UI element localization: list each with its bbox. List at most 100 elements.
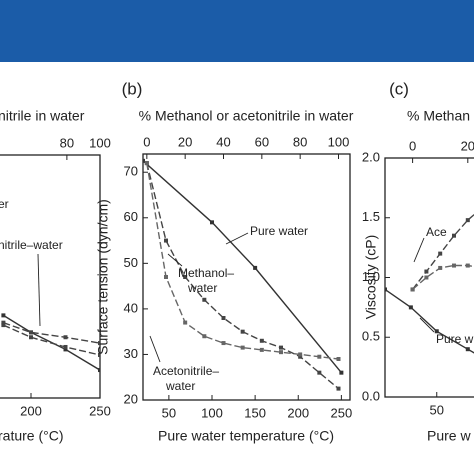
data-point bbox=[183, 275, 188, 279]
data-point bbox=[336, 357, 341, 361]
data-point bbox=[465, 218, 470, 223]
header-bar bbox=[0, 0, 474, 62]
data-point bbox=[424, 269, 429, 274]
series bbox=[1, 323, 100, 357]
data-point bbox=[164, 275, 168, 279]
x2-tick-label: 0 bbox=[409, 138, 416, 153]
data-point bbox=[183, 320, 188, 325]
data-point bbox=[408, 305, 413, 310]
series-line bbox=[143, 160, 342, 374]
x2-tick-label: 60 bbox=[255, 134, 269, 149]
annotation: er bbox=[0, 197, 9, 211]
top-axis-title: % Methan bbox=[407, 108, 470, 124]
series bbox=[143, 158, 344, 375]
data-point bbox=[29, 335, 33, 340]
x-tick-label: 250 bbox=[89, 403, 111, 418]
data-point bbox=[438, 251, 443, 256]
leader-line bbox=[37, 253, 41, 327]
series-line bbox=[3, 324, 100, 356]
plot-frame bbox=[142, 153, 351, 401]
series bbox=[144, 161, 341, 361]
x-axis-label: rature (°C) bbox=[0, 428, 64, 444]
y-tick-label: 0.5 bbox=[362, 329, 380, 344]
y-tick-label: 30 bbox=[124, 346, 138, 361]
x2-tick-label: 80 bbox=[293, 134, 307, 149]
series bbox=[410, 263, 474, 292]
y-axis-label: Viscosity (cP) bbox=[363, 235, 379, 320]
top-axis-title: % Methanol or acetonitrile in water bbox=[139, 108, 354, 124]
series-line bbox=[3, 322, 100, 344]
data-point bbox=[452, 263, 456, 268]
data-point bbox=[240, 345, 245, 350]
series bbox=[1, 320, 100, 346]
y-tick-label: 40 bbox=[124, 300, 138, 315]
data-point bbox=[385, 287, 387, 292]
annotation: water bbox=[187, 281, 217, 295]
x-tick-label: 50 bbox=[430, 402, 444, 417]
x-tick-label: 100 bbox=[201, 405, 223, 420]
y-tick-label: 20 bbox=[124, 391, 138, 406]
x2-tick-label: 80 bbox=[60, 135, 74, 150]
leader-line bbox=[419, 317, 435, 333]
data-point bbox=[279, 345, 283, 350]
x2-tick-label: 100 bbox=[328, 134, 350, 149]
annotation: Pure w bbox=[436, 332, 474, 346]
annotation: nitrile–water bbox=[0, 238, 63, 252]
x2-tick-label: 40 bbox=[216, 134, 230, 149]
data-point bbox=[240, 329, 245, 334]
series-line bbox=[3, 314, 100, 371]
data-point bbox=[221, 316, 226, 320]
data-point bbox=[143, 158, 145, 163]
leader-line bbox=[167, 253, 183, 267]
data-point bbox=[259, 338, 264, 343]
y-tick-label: 2.0 bbox=[362, 149, 380, 164]
data-point bbox=[438, 265, 443, 270]
data-point bbox=[424, 275, 429, 280]
annotation: Ace bbox=[426, 225, 447, 239]
y-tick-label: 70 bbox=[124, 164, 138, 179]
data-point bbox=[1, 313, 6, 318]
y-tick-label: 1.5 bbox=[362, 209, 380, 224]
x-tick-label: 50 bbox=[162, 405, 176, 420]
x-tick-label: 200 bbox=[287, 405, 309, 420]
series-line bbox=[385, 288, 474, 354]
annotation: Pure water bbox=[250, 224, 308, 238]
x-tick-label: 200 bbox=[20, 403, 42, 418]
leader-line bbox=[413, 237, 425, 263]
data-point bbox=[63, 347, 68, 352]
annotation: water bbox=[165, 379, 195, 393]
x2-tick-label: 100 bbox=[89, 135, 111, 150]
data-point bbox=[317, 370, 322, 375]
annotation: Acetonitrile– bbox=[153, 364, 219, 378]
data-point bbox=[144, 161, 149, 166]
y-tick-label: 50 bbox=[124, 255, 138, 270]
series bbox=[144, 161, 341, 391]
data-point bbox=[210, 220, 214, 225]
x2-tick-label: 20 bbox=[178, 134, 192, 149]
data-point bbox=[98, 341, 100, 346]
y-tick-label: 1.0 bbox=[362, 269, 380, 284]
top-axis-title: nitrile in water bbox=[0, 108, 85, 124]
data-point bbox=[259, 347, 264, 352]
data-point bbox=[279, 350, 283, 355]
data-point bbox=[339, 370, 344, 375]
x-axis-label: Pure w bbox=[427, 428, 471, 444]
plot-frame bbox=[0, 154, 101, 399]
data-point bbox=[298, 354, 303, 359]
plot-frame bbox=[384, 157, 474, 398]
data-point bbox=[63, 344, 68, 349]
data-point bbox=[98, 368, 100, 373]
data-point bbox=[98, 352, 100, 357]
leader-line bbox=[225, 232, 249, 245]
x2-tick-label: 20 bbox=[461, 138, 474, 153]
data-point bbox=[452, 233, 456, 238]
data-point bbox=[434, 329, 439, 334]
series-line bbox=[146, 162, 339, 360]
data-point bbox=[63, 335, 68, 340]
y-tick-label: 60 bbox=[124, 209, 138, 224]
data-point bbox=[1, 323, 6, 328]
data-point bbox=[202, 334, 207, 339]
series-line bbox=[412, 213, 474, 290]
